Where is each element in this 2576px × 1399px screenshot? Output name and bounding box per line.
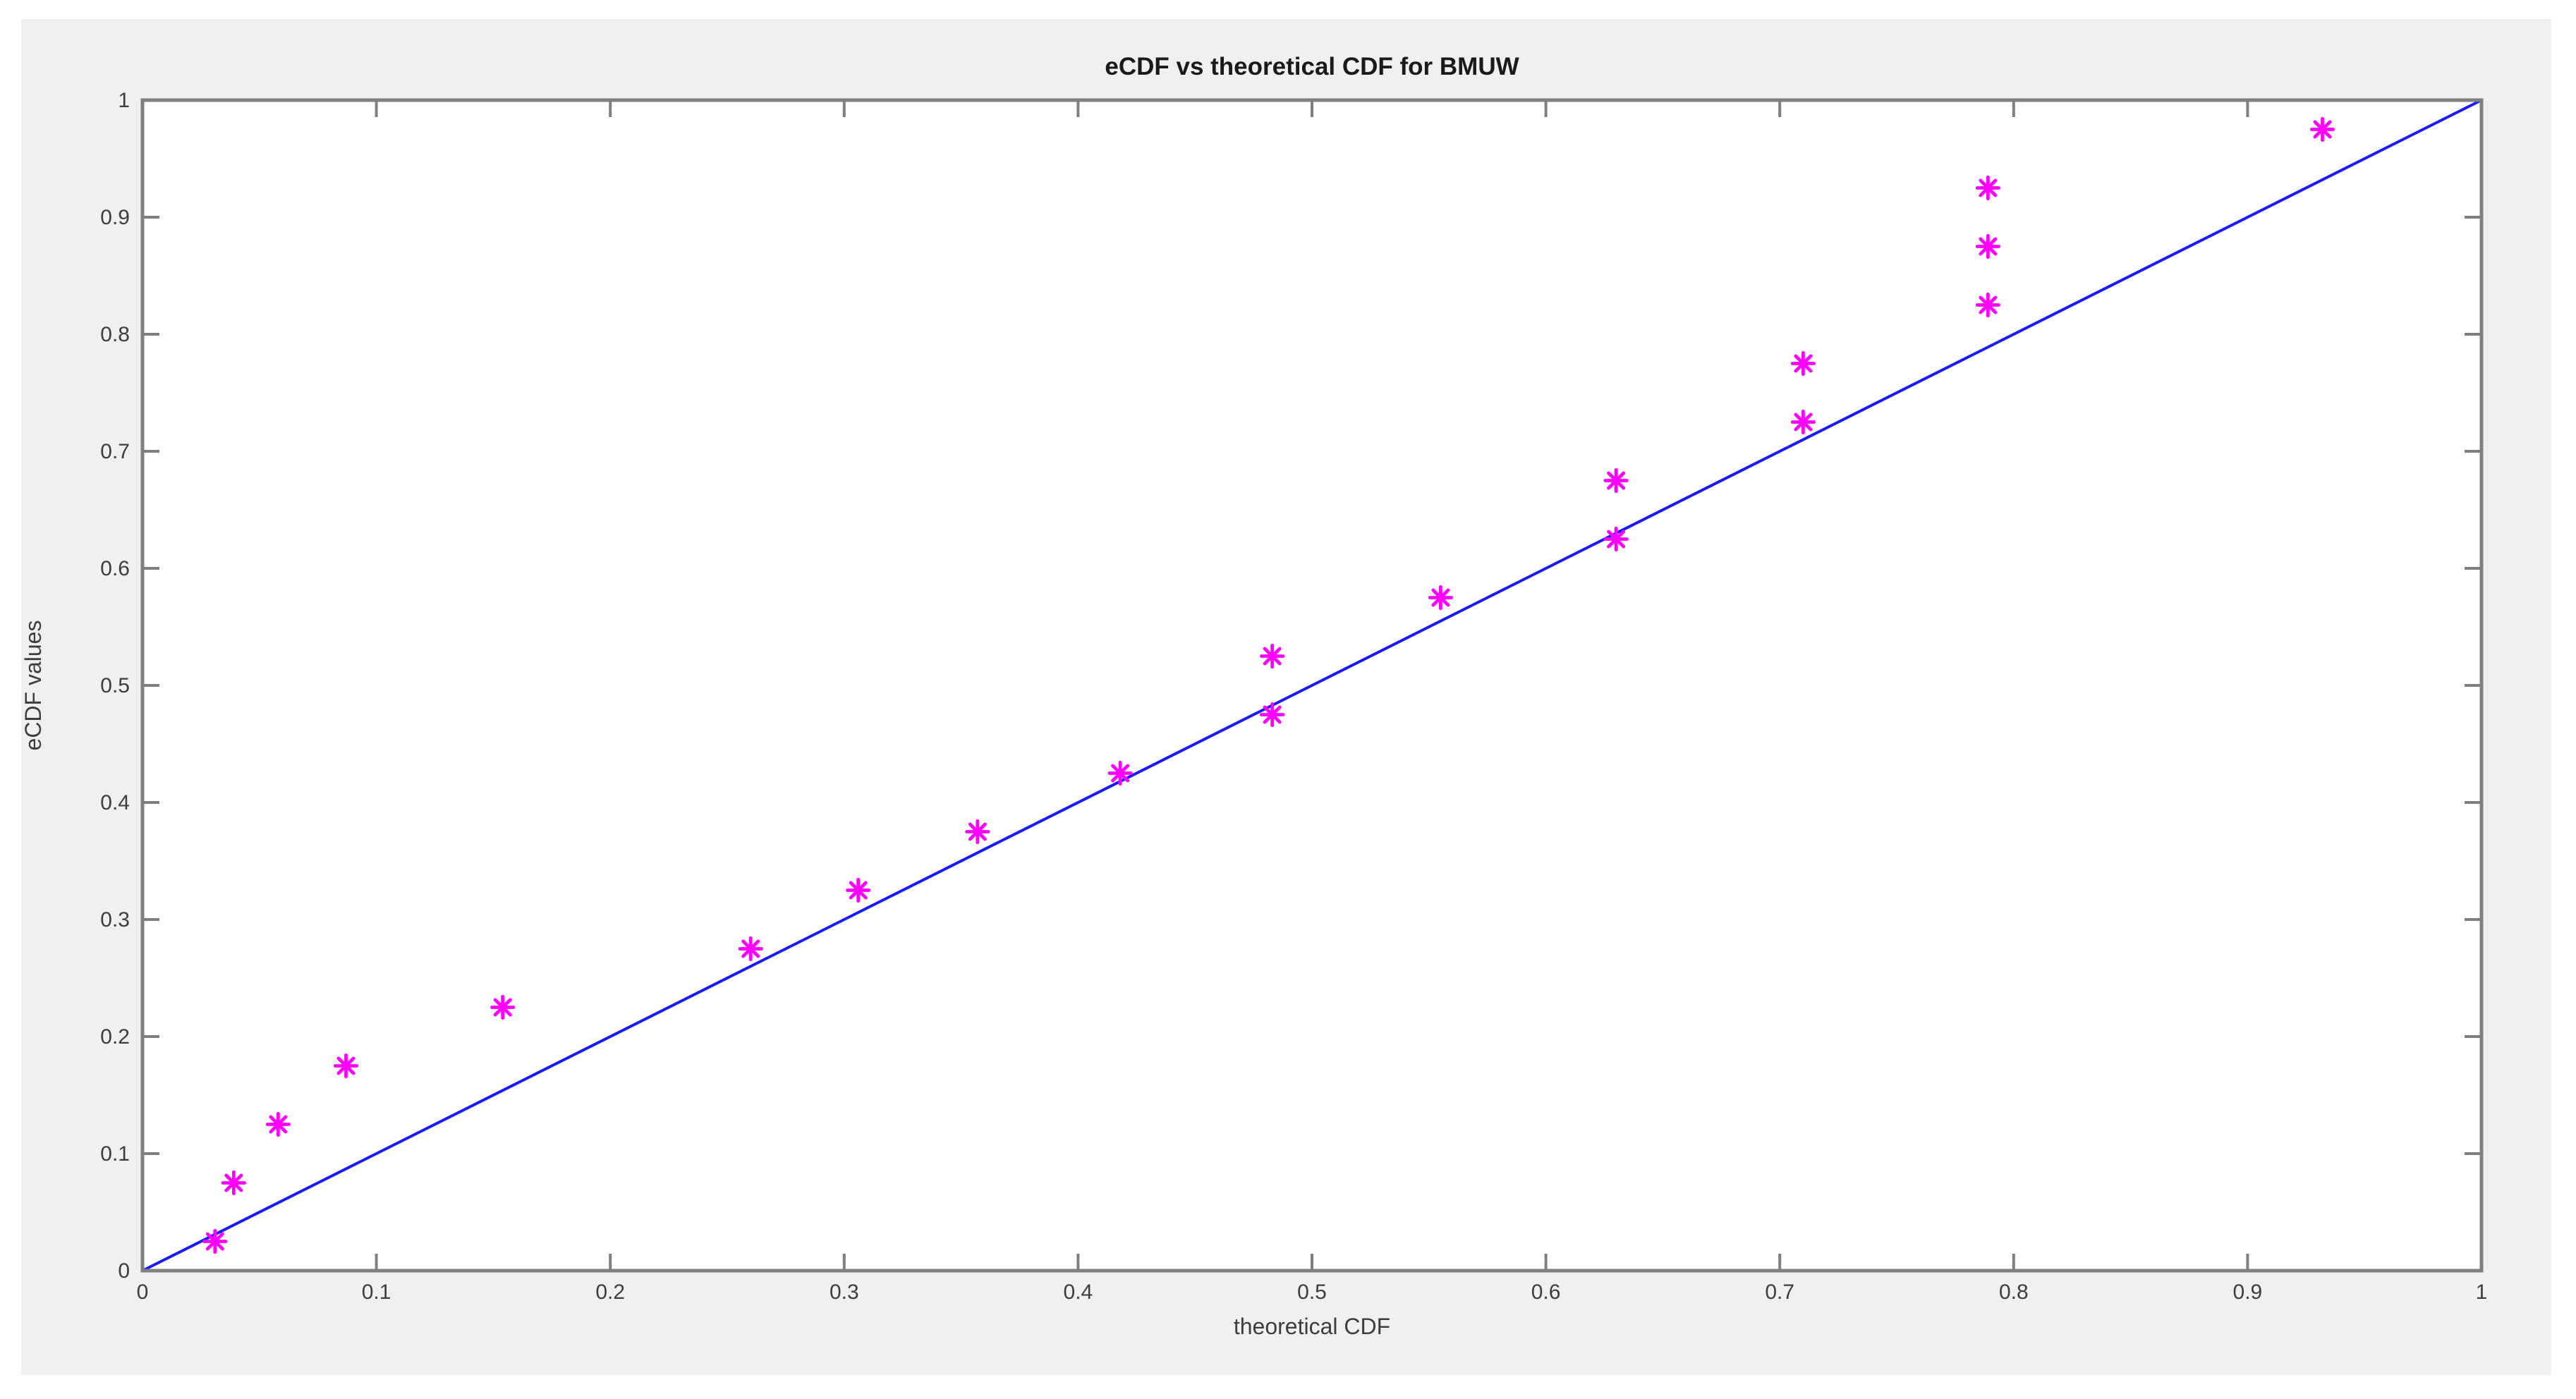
marker-arm [269,1115,288,1134]
y-tick-label: 0.8 [100,323,130,346]
y-tick-label: 1 [118,89,130,112]
asterisk-marker [2309,116,2335,142]
y-tick-label: 0.1 [100,1142,130,1166]
asterisk-marker [1603,468,1629,494]
x-tick-label: 0.5 [1297,1281,1327,1304]
asterisk-marker [965,819,990,845]
x-tick-label: 0.4 [1064,1281,1093,1304]
asterisk-marker [1603,526,1629,552]
y-tick-label: 0.9 [100,206,130,229]
axis-box [140,98,2484,1273]
asterisk-marker [1260,643,1285,669]
x-tick-label: 0 [137,1281,149,1304]
marker-arm [336,1056,356,1075]
marker-arm [741,939,760,958]
marker-arm [1794,413,1813,432]
data-points [202,116,2335,1254]
y-tick-label: 0.2 [100,1025,130,1049]
marker-arm [1431,588,1450,607]
asterisk-marker [1790,350,1816,377]
x-tick-label: 0.6 [1531,1281,1561,1304]
marker-arm [968,822,987,841]
asterisk-marker [846,877,871,903]
y-tick-label: 0.6 [100,557,130,580]
asterisk-marker [1428,585,1453,611]
asterisk-marker [202,1228,228,1254]
asterisk-marker [490,994,516,1020]
marker-arm [1794,354,1813,373]
x-tick-label: 0.1 [362,1281,391,1304]
x-tick-labels: 0 0.1 0.2 0.3 0.4 0.5 0.6 0.7 0.8 0.9 1 [137,1281,2488,1304]
x-tick-label: 0.7 [1765,1281,1794,1304]
marker-arm [1979,295,1998,314]
y-tick-label: 0.7 [100,440,130,463]
marker-arm [1979,178,1998,197]
marker-arm [1607,530,1626,549]
y-axis-label: eCDF values [20,621,46,751]
asterisk-marker [1790,409,1816,435]
x-tick-label: 1 [2476,1281,2488,1304]
marker-arm [1263,705,1282,724]
x-axis-label: theoretical CDF [1234,1314,1390,1339]
asterisk-marker [1107,760,1133,786]
y-tick-label: 0 [118,1259,130,1283]
marker-arm [205,1232,224,1251]
marker-arm [1607,471,1626,490]
y-tick-label: 0.3 [100,908,130,931]
asterisk-marker [333,1053,359,1079]
marker-arm [2313,120,2332,139]
y-tick-label: 0.5 [100,674,130,697]
marker-arm [493,998,512,1017]
asterisk-marker [738,936,763,962]
marker-arm [1263,647,1282,666]
chart-title: eCDF vs theoretical CDF for BMUW [1105,53,1519,80]
asterisk-marker [1975,292,2000,318]
marker-arm [1111,764,1130,783]
x-tick-label: 0.8 [1999,1281,2029,1304]
asterisk-marker [1975,175,2000,201]
x-tick-label: 0.9 [2233,1281,2263,1304]
marker-arm [224,1173,243,1192]
marker-arm [849,881,868,900]
x-tick-label: 0.2 [595,1281,625,1304]
asterisk-marker [1260,702,1285,728]
asterisk-marker [1975,233,2000,259]
y-tick-labels: 0 0.1 0.2 0.3 0.4 0.5 0.6 0.7 0.8 0.9 1 [100,89,130,1283]
tick-marks [141,99,2483,1272]
y-tick-label: 0.4 [100,791,130,814]
reference-line [142,99,2482,1272]
marker-arm [1979,237,1998,256]
asterisk-marker [265,1111,291,1137]
asterisk-marker [221,1170,246,1196]
x-tick-label: 0.3 [830,1281,859,1304]
